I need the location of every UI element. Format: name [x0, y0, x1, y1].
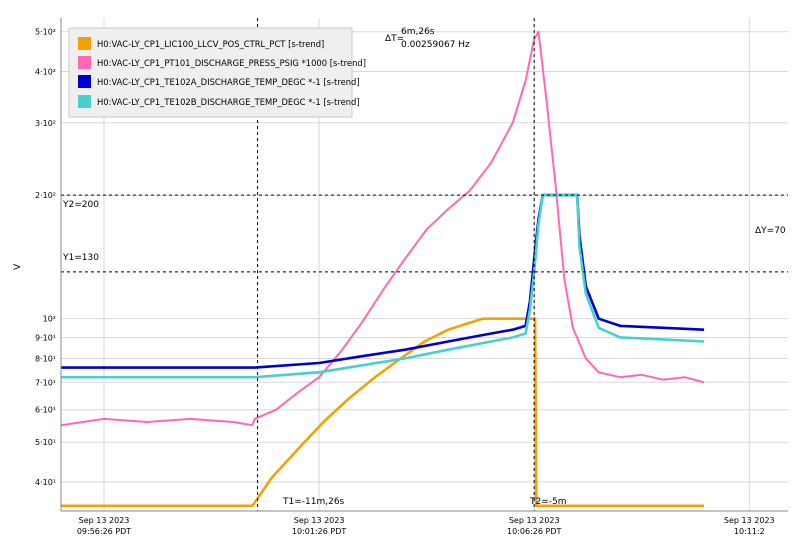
- y-tick-label: 5·10²: [35, 28, 56, 37]
- cursor-lines: [61, 18, 788, 511]
- x-tick-label-time: 10:11:2: [734, 527, 765, 536]
- y-tick-label: 4·10¹: [35, 478, 56, 487]
- orange-series-line: [61, 317, 705, 508]
- teal-series-line: [61, 193, 705, 379]
- x-tick-label-time: 10:06:26 PDT: [507, 527, 561, 536]
- dt-frequency: 0.00259067 Hz: [401, 40, 470, 50]
- y-tick-label: 10²: [43, 315, 56, 324]
- x-tick-label-time: 09:56:26 PDT: [77, 527, 131, 536]
- y-axis-label: V: [13, 263, 23, 270]
- y-tick-label: 4·10²: [35, 68, 56, 77]
- y-tick-labels: 4·10¹ 5·10¹ 6·10¹ 7·10¹ 8·10¹ 9·10¹ 10² 2·10² 3·…: [35, 28, 56, 487]
- y2-cursor-label: Y2=200: [62, 200, 99, 210]
- legend-box: [68, 27, 353, 118]
- legend-swatch-pink: [78, 56, 91, 69]
- x-tick-label-date: Sep 13 2023: [724, 516, 775, 525]
- legend-label-blue: H0:VAC-LY_CP1_TE102A_DISCHARGE_TEMP_DEGC…: [97, 77, 360, 87]
- t2-cursor-label: T2=-5m: [529, 497, 567, 507]
- legend-label-teal: H0:VAC-LY_CP1_TE102B_DISCHARGE_TEMP_DEGC…: [97, 97, 360, 107]
- legend-swatch-blue: [78, 75, 91, 88]
- y-tick-label: 8·10¹: [35, 354, 56, 363]
- y-tick-label: 5·10¹: [35, 438, 56, 447]
- x-tick-label-date: Sep 13 2023: [509, 516, 560, 525]
- t1-cursor-label: T1=-11m,26s: [282, 497, 345, 507]
- legend-label-pink: H0:VAC-LY_CP1_PT101_DISCHARGE_PRESS_PSIG…: [97, 58, 366, 68]
- y1-cursor-label: Y1=130: [62, 253, 99, 263]
- dt-label: ΔT=: [385, 34, 404, 44]
- y-tick-label: 9·10¹: [35, 333, 56, 342]
- series-lines: [60, 30, 705, 508]
- y-tick-label: 2·10²: [35, 191, 56, 200]
- x-tick-label-time: 10:01:26 PDT: [292, 527, 346, 536]
- dt-value: 6m,26s: [401, 27, 435, 37]
- dy-label: ΔY=70: [755, 226, 786, 236]
- x-tick-label-date: Sep 13 2023: [79, 516, 130, 525]
- pink-series-line: [60, 30, 705, 427]
- x-tick-label-date: Sep 13 2023: [294, 516, 345, 525]
- legend-label-orange: H0:VAC-LY_CP1_LIC100_LLCV_POS_CTRL_PCT […: [97, 39, 324, 49]
- y-tick-label: 7·10¹: [35, 378, 56, 387]
- legend-swatch-teal: [78, 95, 91, 108]
- y-tick-label: 3·10²: [35, 119, 56, 128]
- legend-swatch-orange: [78, 37, 91, 50]
- legend[interactable]: H0:VAC-LY_CP1_LIC100_LLCV_POS_CTRL_PCT […: [68, 27, 366, 118]
- blue-series-line: [61, 193, 705, 369]
- y-tick-label: 6·10¹: [35, 406, 56, 415]
- x-tick-labels: Sep 13 2023 09:56:26 PDT Sep 13 2023 10:01:…: [77, 516, 775, 536]
